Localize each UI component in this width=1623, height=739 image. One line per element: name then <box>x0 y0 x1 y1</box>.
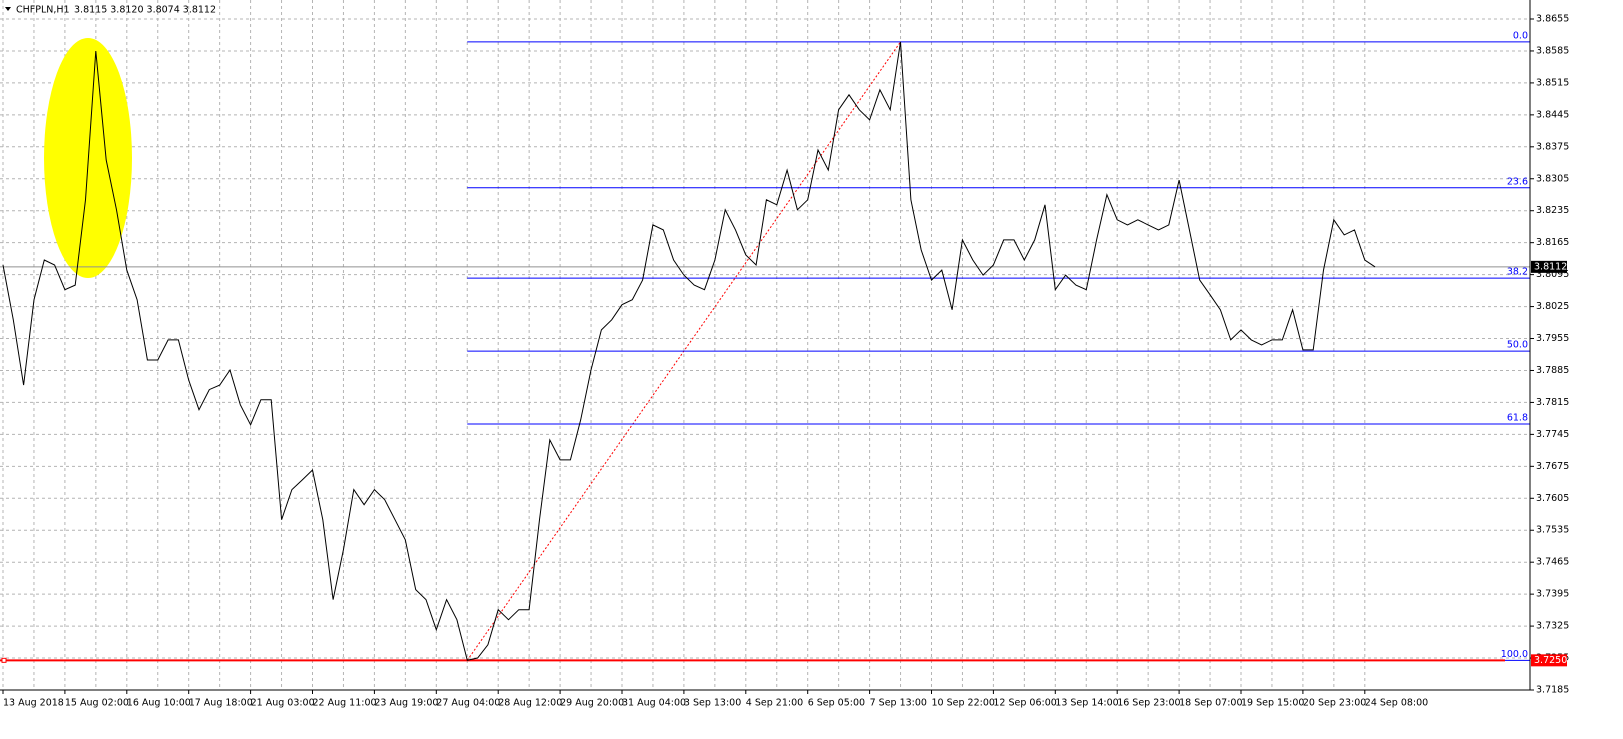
fibo-label: 50.0 <box>1507 340 1528 351</box>
fibo-label: 38.2 <box>1507 267 1528 278</box>
quote: 3.8115 3.8120 3.8074 3.8112 <box>74 5 216 16</box>
chart-title: CHFPLN,H1 <box>16 5 70 16</box>
x-tick-label: 22 Aug 11:00 <box>313 698 377 709</box>
x-tick-label: 16 Aug 10:00 <box>127 698 191 709</box>
y-tick-label: 3.7605 <box>1536 493 1569 504</box>
level-label: 3.7250 <box>1534 655 1567 666</box>
x-tick-label: 3 Sep 13:00 <box>684 698 741 709</box>
y-tick-label: 3.8025 <box>1536 301 1569 312</box>
grid <box>0 0 1530 691</box>
x-tick-label: 21 Aug 03:00 <box>251 698 315 709</box>
x-tick-label: 17 Aug 18:00 <box>189 698 253 709</box>
fibo-label: 61.8 <box>1507 413 1528 424</box>
y-tick-label: 3.7395 <box>1536 589 1569 600</box>
x-tick-label: 23 Aug 19:00 <box>374 698 438 709</box>
y-tick-label: 3.8235 <box>1536 205 1569 216</box>
x-tick-label: 6 Sep 05:00 <box>808 698 865 709</box>
y-tick-label: 3.7325 <box>1536 621 1569 632</box>
x-tick-label: 19 Sep 15:00 <box>1241 698 1304 709</box>
x-tick-label: 15 Aug 02:00 <box>65 698 129 709</box>
x-tick-label: 4 Sep 21:00 <box>746 698 803 709</box>
x-tick-label: 10 Sep 22:00 <box>932 698 995 709</box>
y-tick-label: 3.7675 <box>1536 461 1569 472</box>
x-tick-label: 28 Aug 12:00 <box>498 698 562 709</box>
y-tick-label: 3.8095 <box>1536 269 1569 280</box>
x-tick-label: 13 Sep 14:00 <box>1055 698 1118 709</box>
fibo-label: 23.6 <box>1507 176 1528 187</box>
y-tick-label: 3.8655 <box>1536 14 1569 25</box>
x-tick-label: 31 Aug 04:00 <box>622 698 686 709</box>
y-tick-label: 3.7535 <box>1536 525 1569 536</box>
plot: 0.0 23.6 38.2 50.0 61.8 100.0 <box>0 30 1530 663</box>
price-line <box>2 41 1376 661</box>
x-tick-label: 16 Sep 23:00 <box>1117 698 1180 709</box>
x-tick-label: 29 Aug 20:00 <box>560 698 624 709</box>
y-tick-label: 3.7885 <box>1536 365 1569 376</box>
y-tick-label: 3.7955 <box>1536 333 1569 344</box>
y-tick-label: 3.8585 <box>1536 45 1569 56</box>
level-box <box>1531 654 1567 667</box>
y-tick-label: 3.7745 <box>1536 429 1569 440</box>
y-tick-label: 3.7185 <box>1536 685 1569 696</box>
x-tick-label: 12 Sep 06:00 <box>993 698 1056 709</box>
y-tick-label: 3.8445 <box>1536 109 1569 120</box>
y-tick-label: 3.7465 <box>1536 557 1569 568</box>
x-tick-label: 7 Sep 13:00 <box>870 698 927 709</box>
level-anchor <box>1 657 7 663</box>
x-tick-label: 20 Sep 23:00 <box>1303 698 1366 709</box>
bid-box <box>1531 260 1567 273</box>
x-tick-label: 27 Aug 04:00 <box>436 698 500 709</box>
y-tick-label: 3.8305 <box>1536 173 1569 184</box>
fibo-label: 0.0 <box>1513 30 1528 41</box>
x-tick-label: 18 Sep 07:00 <box>1179 698 1242 709</box>
fibo-label: 100.0 <box>1501 649 1528 660</box>
bid-label: 3.8112 <box>1534 261 1567 272</box>
x-tick-label: 24 Sep 08:00 <box>1365 698 1428 709</box>
menu-arrow[interactable] <box>5 7 11 11</box>
y-tick-label: 3.7815 <box>1536 397 1569 408</box>
y-tick-label: 3.8515 <box>1536 77 1569 88</box>
x-tick-label: 13 Aug 2018 <box>3 698 64 709</box>
y-tick-label: 3.8375 <box>1536 141 1569 152</box>
y-tick-label: 3.8165 <box>1536 237 1569 248</box>
